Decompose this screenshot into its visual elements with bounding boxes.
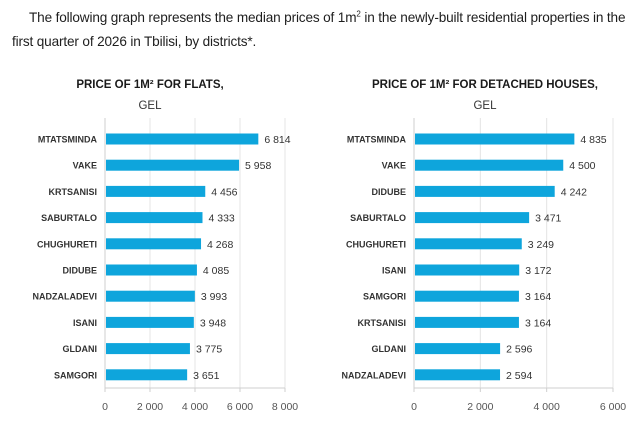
- chart-subtitle: GEL: [138, 100, 162, 112]
- bar-nadzaladevi: [415, 369, 501, 381]
- bar-saburtalo: [106, 212, 203, 224]
- x-tick-label: 0: [411, 401, 417, 413]
- value-label: 2 594: [506, 370, 532, 382]
- category-label: MTATSMINDA: [347, 135, 407, 145]
- bar-didube: [415, 185, 555, 197]
- value-label: 3 172: [525, 265, 551, 277]
- x-tick-label: 4 000: [534, 401, 560, 413]
- value-label: 4 500: [569, 160, 595, 172]
- category-label: ISANI: [382, 266, 406, 276]
- bar-krtsanisi: [106, 185, 206, 197]
- bar-mtatsminda: [106, 133, 259, 145]
- value-label: 3 948: [200, 317, 226, 329]
- bar-nadzaladevi: [106, 290, 195, 302]
- chart-title: PRICE OF 1M² FOR DETACHED HOUSES,: [372, 79, 598, 91]
- bar-chughureti: [415, 238, 522, 250]
- value-label: 4 333: [208, 213, 234, 225]
- bar-didube: [106, 264, 197, 276]
- category-label: VAKE: [73, 161, 97, 171]
- category-label: NADZALADEVI: [342, 370, 407, 380]
- category-label: SAMGORI: [54, 370, 97, 380]
- category-label: KRTSANISI: [48, 187, 97, 197]
- intro-sup: 2: [356, 9, 361, 19]
- x-tick-label: 4 000: [182, 401, 208, 413]
- value-label: 3 471: [535, 213, 561, 225]
- category-label: NADZALADEVI: [33, 292, 98, 302]
- value-label: 3 164: [525, 291, 551, 303]
- value-label: 3 993: [201, 291, 227, 303]
- value-label: 3 651: [193, 370, 219, 382]
- category-label: ISANI: [73, 318, 97, 328]
- value-label: 4 835: [580, 134, 606, 146]
- value-label: 4 242: [561, 186, 587, 198]
- bar-mtatsminda: [415, 133, 575, 145]
- chart-subtitle: GEL: [473, 100, 497, 112]
- bar-krtsanisi: [415, 316, 519, 328]
- category-label: VAKE: [382, 161, 406, 171]
- x-tick-label: 2 000: [467, 401, 493, 413]
- category-label: DIDUBE: [371, 187, 406, 197]
- intro-text-1: The following graph represents the media…: [29, 10, 357, 25]
- bar-gldani: [106, 343, 190, 355]
- bar-isani: [106, 316, 194, 328]
- houses-price-chart: PRICE OF 1M² FOR DETACHED HOUSES, GEL 0 2 0…: [342, 79, 627, 413]
- category-label: KRTSANISI: [357, 318, 406, 328]
- category-label: CHUGHURETI: [37, 239, 97, 249]
- value-label: 4 456: [211, 186, 237, 198]
- bar-samgori: [415, 290, 519, 302]
- bar-saburtalo: [415, 212, 530, 224]
- category-label: SABURTALO: [41, 213, 97, 223]
- category-label: GLDANI: [63, 344, 98, 354]
- value-label: 3 249: [528, 239, 554, 251]
- intro-paragraph: The following graph represents the media…: [12, 6, 637, 54]
- x-tick-label: 0: [102, 401, 108, 413]
- value-label: 4 085: [203, 265, 229, 277]
- category-label: DIDUBE: [62, 266, 97, 276]
- x-tick-label: 6 000: [227, 401, 253, 413]
- value-label: 3 164: [525, 317, 551, 329]
- intro-text-2: in the newly-built residential propertie…: [12, 10, 626, 49]
- bar-vake: [415, 159, 564, 171]
- value-label: 4 268: [207, 239, 233, 251]
- bar-isani: [415, 264, 520, 276]
- category-label: MTATSMINDA: [38, 135, 98, 145]
- chart-title: PRICE OF 1M² FOR FLATS,: [76, 79, 223, 91]
- bar-vake: [106, 159, 240, 171]
- x-tick-label: 8 000: [272, 401, 298, 413]
- value-label: 6 814: [264, 134, 290, 146]
- bar-samgori: [106, 369, 188, 381]
- category-label: CHUGHURETI: [346, 239, 406, 249]
- value-label: 2 596: [506, 344, 532, 356]
- x-tick-label: 6 000: [600, 401, 626, 413]
- x-tick-label: 2 000: [137, 401, 163, 413]
- value-label: 3 775: [196, 344, 222, 356]
- flats-price-chart: PRICE OF 1M² FOR FLATS, GEL 0 2 000 4 000 6 0…: [33, 79, 299, 413]
- category-label: SAMGORI: [363, 292, 406, 302]
- bar-gldani: [415, 343, 501, 355]
- bar-chughureti: [106, 238, 202, 250]
- category-label: SABURTALO: [350, 213, 406, 223]
- category-label: GLDANI: [372, 344, 407, 354]
- value-label: 5 958: [245, 160, 271, 172]
